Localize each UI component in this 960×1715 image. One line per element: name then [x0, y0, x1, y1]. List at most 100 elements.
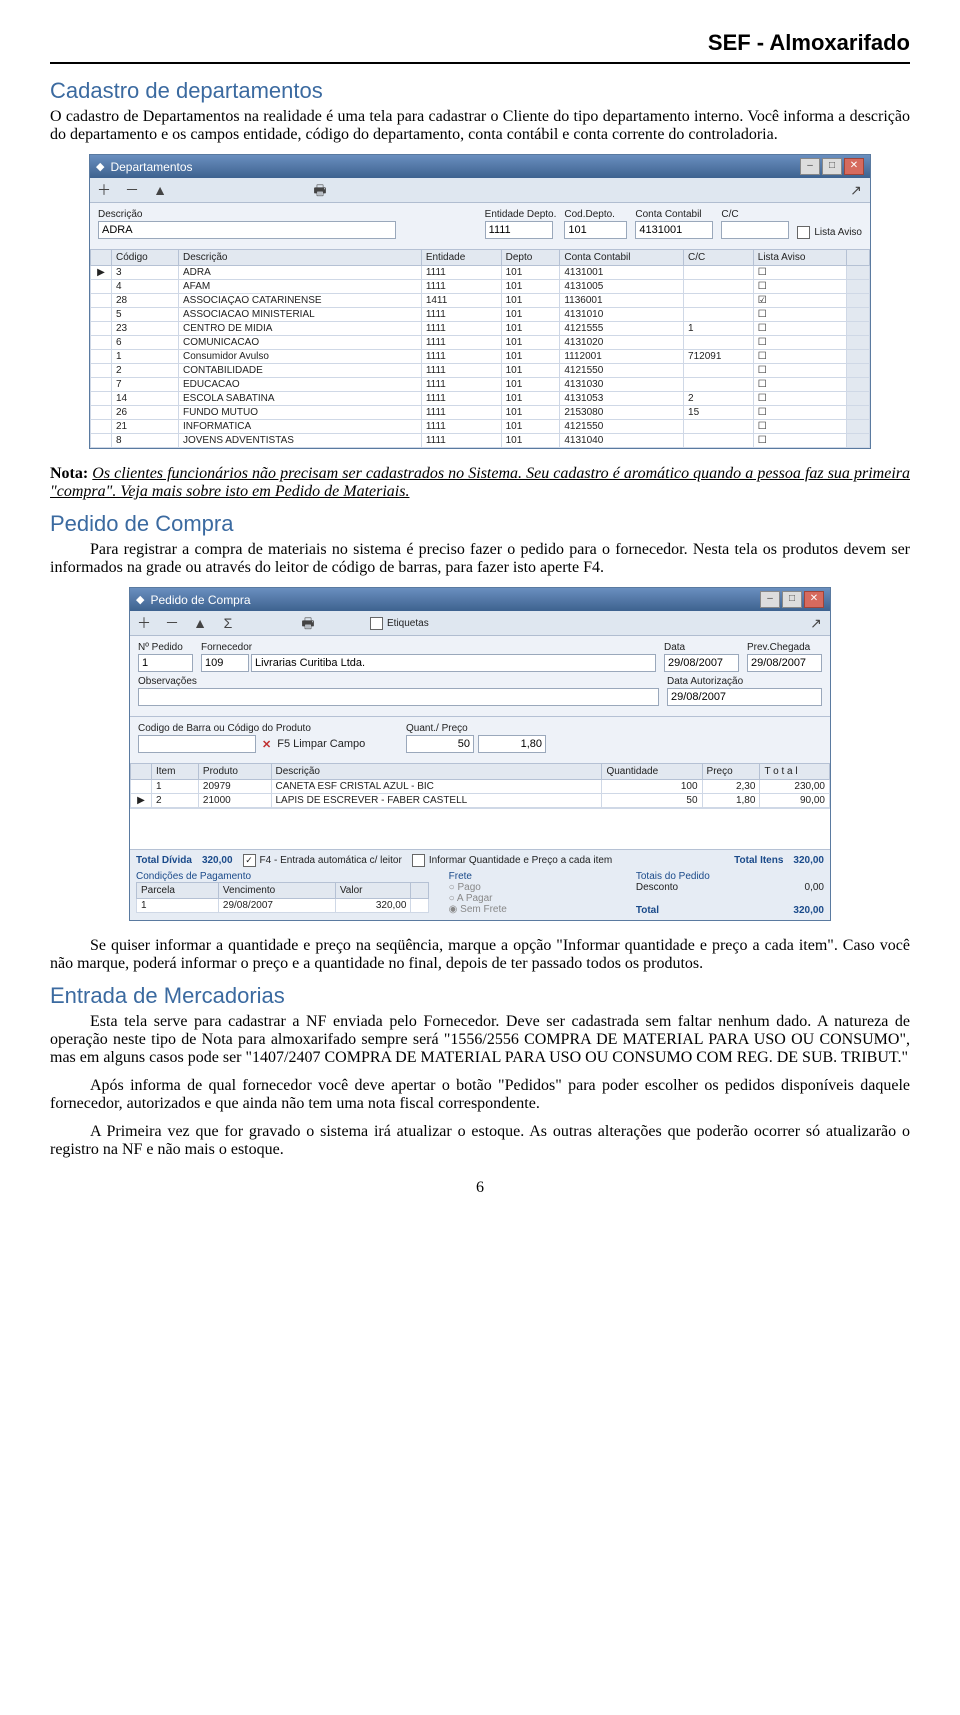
- grid1-header-cell[interactable]: [847, 250, 870, 266]
- auth-label: Data Autorização: [667, 676, 822, 687]
- frete-apagar-radio[interactable]: ○: [449, 893, 457, 904]
- up-icon[interactable]: ▲: [152, 182, 168, 198]
- table-row[interactable]: 23CENTRO DE MIDIA111110141215551☐: [91, 322, 870, 336]
- grid1-header-cell[interactable]: Depto: [501, 250, 560, 266]
- totais-label: Totais do Pedido: [636, 871, 824, 882]
- minimize-button[interactable]: –: [800, 158, 820, 175]
- grid-cell: [91, 420, 112, 434]
- conta-input[interactable]: [635, 221, 713, 239]
- up-icon[interactable]: ▲: [192, 615, 208, 631]
- parc-header-cell[interactable]: Vencimento: [218, 883, 335, 899]
- auth-input[interactable]: [667, 688, 822, 706]
- parc-header-cell[interactable]: Valor: [335, 883, 411, 899]
- clear-icon[interactable]: ✕: [262, 738, 271, 751]
- cc-input[interactable]: [721, 221, 789, 239]
- fornecedor-label: Fornecedor: [201, 642, 656, 653]
- grid-cell: 1136001: [560, 294, 684, 308]
- grid2-header-cell[interactable]: [131, 764, 152, 780]
- maximize-button[interactable]: □: [782, 591, 802, 608]
- coddepto-input[interactable]: [564, 221, 627, 239]
- grid1-header-cell[interactable]: Conta Contabil: [560, 250, 684, 266]
- table-row[interactable]: 7EDUCACAO11111014131030☐: [91, 378, 870, 392]
- grid-cell: ☐: [753, 266, 846, 280]
- departamentos-grid[interactable]: CódigoDescriçãoEntidadeDeptoConta Contab…: [90, 249, 870, 448]
- grid-cell: ☐: [753, 406, 846, 420]
- exit-icon[interactable]: ↗: [848, 182, 864, 198]
- frete-sem-radio[interactable]: ◉: [449, 904, 461, 915]
- table-row[interactable]: 6COMUNICACAO11111014131020☐: [91, 336, 870, 350]
- table-row[interactable]: 21INFORMATICA11111014121550☐: [91, 420, 870, 434]
- grid-cell: 29/08/2007: [218, 899, 335, 913]
- close-button[interactable]: ✕: [804, 591, 824, 608]
- descricao-input[interactable]: [98, 221, 396, 239]
- grid1-header-cell[interactable]: Código: [112, 250, 179, 266]
- grid-cell: LAPIS DE ESCREVER - FABER CASTELL: [271, 794, 602, 808]
- remove-icon[interactable]: －: [124, 182, 140, 198]
- print-icon[interactable]: 🖶: [300, 615, 316, 631]
- prev-input[interactable]: [747, 654, 822, 672]
- inform-checkbox[interactable]: Informar Quantidade e Preço a cada item: [412, 854, 612, 867]
- data-input[interactable]: [664, 654, 739, 672]
- sum-icon[interactable]: Σ: [220, 615, 236, 631]
- table-row[interactable]: 8JOVENS ADVENTISTAS11111014131040☐: [91, 434, 870, 448]
- parc-header-cell[interactable]: [411, 883, 428, 899]
- pedido-itens-grid[interactable]: ItemProdutoDescriçãoQuantidadePreçoT o t…: [130, 763, 830, 808]
- grid2-header-cell[interactable]: Item: [152, 764, 199, 780]
- frete-pago-label: Pago: [457, 882, 480, 893]
- grid1-header-cell[interactable]: Descrição: [178, 250, 421, 266]
- lista-aviso-checkbox[interactable]: Lista Aviso: [797, 226, 862, 239]
- grid2-header-cell[interactable]: Preço: [702, 764, 760, 780]
- f4-checkbox[interactable]: ✓F4 - Entrada automática c/ leitor: [243, 854, 402, 867]
- fornecedor-name-input[interactable]: [251, 654, 656, 672]
- grid1-header-cell[interactable]: Lista Aviso: [753, 250, 846, 266]
- grid2-header-cell[interactable]: Quantidade: [602, 764, 702, 780]
- table-row[interactable]: 28ASSOCIAÇAO CATARINENSE14111011136001☑: [91, 294, 870, 308]
- grid1-header-cell[interactable]: Entidade: [421, 250, 501, 266]
- grid2-header-cell[interactable]: Descrição: [271, 764, 602, 780]
- entidade-input[interactable]: [485, 221, 553, 239]
- table-row[interactable]: 1Consumidor Avulso11111011112001712091☐: [91, 350, 870, 364]
- close-button[interactable]: ✕: [844, 158, 864, 175]
- table-row[interactable]: 5ASSOCIACAO MINISTERIAL11111014131010☐: [91, 308, 870, 322]
- table-row[interactable]: 4AFAM11111014131005☐: [91, 280, 870, 294]
- grid-cell: 101: [501, 336, 560, 350]
- grid-cell: FUNDO MUTUO: [178, 406, 421, 420]
- table-row[interactable]: 26FUNDO MUTUO1111101215308015☐: [91, 406, 870, 420]
- grid-cell: 1: [112, 350, 179, 364]
- add-icon[interactable]: ＋: [136, 615, 152, 631]
- print-icon[interactable]: 🖶: [312, 182, 328, 198]
- fornecedor-code-input[interactable]: [201, 654, 249, 672]
- quant-input[interactable]: [406, 735, 474, 753]
- grid2-header-cell[interactable]: Produto: [198, 764, 271, 780]
- grid-cell: 1111: [421, 322, 501, 336]
- grid1-header-cell[interactable]: [91, 250, 112, 266]
- table-row[interactable]: 14ESCOLA SABATINA111110141310532☐: [91, 392, 870, 406]
- table-row[interactable]: 129/08/2007320,00: [137, 899, 429, 913]
- preco-input[interactable]: [478, 735, 546, 753]
- section2-p1: Para registrar a compra de materiais no …: [50, 541, 910, 577]
- minimize-button[interactable]: –: [760, 591, 780, 608]
- descricao-label: Descrição: [98, 209, 477, 220]
- npedido-input[interactable]: [138, 654, 193, 672]
- etiquetas-checkbox[interactable]: Etiquetas: [370, 617, 429, 630]
- grid-cell: 101: [501, 280, 560, 294]
- add-icon[interactable]: ＋: [96, 182, 112, 198]
- grid2-header-cell[interactable]: T o t a l: [760, 764, 830, 780]
- grid-cell: 4131020: [560, 336, 684, 350]
- grid-cell: ASSOCIAÇAO CATARINENSE: [178, 294, 421, 308]
- table-row[interactable]: 120979CANETA ESF CRISTAL AZUL - BIC1002,…: [131, 780, 830, 794]
- table-row[interactable]: ▶3ADRA11111014131001☐: [91, 266, 870, 280]
- grid-cell: [847, 392, 870, 406]
- codbar-input[interactable]: [138, 735, 256, 753]
- table-row[interactable]: ▶221000LAPIS DE ESCREVER - FABER CASTELL…: [131, 794, 830, 808]
- obs-input[interactable]: [138, 688, 659, 706]
- clear-label: F5 Limpar Campo: [277, 738, 365, 750]
- maximize-button[interactable]: □: [822, 158, 842, 175]
- npedido-label: Nº Pedido: [138, 642, 193, 653]
- parcelas-grid[interactable]: ParcelaVencimentoValor 129/08/2007320,00: [136, 882, 429, 913]
- exit-icon[interactable]: ↗: [808, 615, 824, 631]
- grid1-header-cell[interactable]: C/C: [684, 250, 754, 266]
- parc-header-cell[interactable]: Parcela: [137, 883, 219, 899]
- table-row[interactable]: 2CONTABILIDADE11111014121550☐: [91, 364, 870, 378]
- remove-icon[interactable]: －: [164, 615, 180, 631]
